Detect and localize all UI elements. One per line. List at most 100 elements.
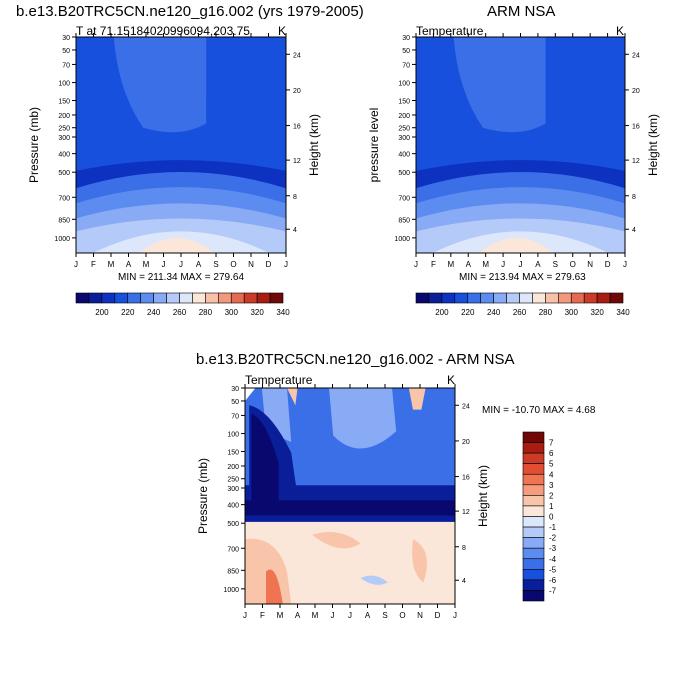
colorbar-swatch: [179, 292, 193, 304]
colorbar-swatch: [415, 292, 430, 304]
y-tick-label-right: 16: [632, 124, 640, 131]
colorbar-label: 260: [513, 308, 527, 317]
colorbar-swatch: [140, 292, 154, 304]
y-tick-label: 700: [58, 195, 70, 202]
colorbar-swatch: [441, 292, 456, 304]
y-tick-label: 250: [398, 126, 410, 133]
y-tick-label-right: 4: [293, 227, 297, 234]
y-tick-label: 850: [58, 217, 70, 224]
colorbar: 76 54 32 1 0-1 -2-3 -4-5 -6-7: [522, 431, 557, 602]
field-layer: [266, 569, 283, 604]
colorbar-swatch: [205, 292, 219, 304]
colorbar-label: 0: [549, 513, 554, 522]
y-tick-label: 300: [398, 135, 410, 142]
y-tick-label-right: 24: [293, 52, 301, 59]
x-tick-label: M: [143, 260, 150, 269]
panel-3-minmax: MIN = -10.70 MAX = 4.68: [482, 405, 596, 416]
x-tick-label: N: [417, 611, 423, 620]
y-tick-label: 300: [58, 135, 70, 142]
colorbar-swatch: [519, 292, 533, 304]
x-tick-label: J: [348, 611, 352, 620]
field-layer: [287, 388, 298, 406]
y-tick-label: 70: [402, 62, 410, 69]
panel-2-field: [416, 37, 625, 253]
y-tick-label-right: 16: [293, 124, 301, 131]
x-tick-label: J: [414, 260, 418, 269]
x-tick-label: M: [312, 611, 319, 620]
colorbar-label: -6: [549, 576, 557, 585]
field-layer: [245, 500, 455, 516]
panel-2-minmax: MIN = 213.94 MAX = 279.63: [459, 272, 586, 283]
y-tick-label-right: 16: [462, 475, 470, 482]
x-tick-label: M: [447, 260, 454, 269]
field-layer: [453, 37, 546, 133]
colorbar-label: 300: [565, 308, 579, 317]
y-tick-label-right: 8: [632, 194, 636, 201]
colorbar-label: 320: [590, 308, 604, 317]
y-tick-label: 250: [58, 126, 70, 133]
panel-2-plot: J F M A M J J A S O N D J 30 50 70 100 150 200 250 300 400 500…: [367, 33, 660, 317]
panel-1-plot: J F M A M J J A S O N D J 30 50 70 100 150 200 250 300 400 500…: [27, 33, 321, 317]
x-tick-label: D: [435, 611, 441, 620]
x-tick-label: S: [213, 260, 218, 269]
y-tick-label: 1000: [54, 236, 70, 243]
y-tick-label-right: 4: [632, 227, 636, 234]
y-tick-label-right: 20: [632, 88, 640, 95]
colorbar-label: 280: [539, 308, 553, 317]
colorbar-label: 6: [549, 449, 554, 458]
x-tick-label: O: [570, 260, 576, 269]
colorbar-swatch: [532, 292, 546, 304]
panel-2-subtitle: Temperature: [416, 24, 484, 38]
x-tick-label: J: [179, 260, 183, 269]
colorbar-swatch: [88, 292, 103, 304]
x-tick-label: A: [365, 611, 371, 620]
colorbar-swatch: [522, 579, 545, 591]
colorbar-label: 260: [173, 308, 187, 317]
y-tick-label: 200: [398, 113, 410, 120]
x-tick-label: M: [482, 260, 489, 269]
y-tick-label: 200: [58, 113, 70, 120]
colorbar-swatch: [522, 569, 545, 581]
field-layer: [245, 388, 256, 401]
x-tick-label: J: [284, 260, 288, 269]
colorbar-swatch: [480, 292, 494, 304]
colorbar: 200 220 240 260 280 300 320 340: [75, 292, 290, 317]
colorbar-swatch: [243, 292, 258, 304]
y-tick-label-right: 12: [293, 158, 301, 165]
colorbar-label: 200: [435, 308, 449, 317]
colorbar-swatch: [192, 292, 206, 304]
y-tick-label: 400: [398, 152, 410, 159]
y-tick-label: 50: [62, 48, 70, 55]
y-tick-label: 850: [227, 568, 239, 575]
y-tick-label: 1000: [223, 587, 239, 594]
colorbar-swatch: [101, 292, 116, 304]
colorbar-swatch: [75, 292, 90, 304]
y-tick-label: 500: [227, 521, 239, 528]
panel-1-title: b.e13.B20TRC5CN.ne120_g16.002 (yrs 1979-…: [16, 3, 364, 20]
y-axis-label-right: Height (km): [307, 114, 321, 176]
y-tick-label: 100: [58, 81, 70, 88]
x-tick-label: A: [295, 611, 301, 620]
y-tick-label: 250: [227, 477, 239, 484]
colorbar-swatch: [522, 516, 545, 528]
colorbar: 200 220 240 260 280 300 320 340: [415, 292, 630, 317]
y-tick-label: 1000: [394, 236, 410, 243]
y-tick-label: 150: [398, 99, 410, 106]
x-tick-label: F: [260, 611, 265, 620]
colorbar-swatch: [454, 292, 469, 304]
field-layer: [139, 237, 215, 253]
x-tick-label: D: [266, 260, 272, 269]
y-tick-label-right: 4: [462, 578, 466, 585]
panel-1-field: [76, 37, 286, 253]
y-tick-label: 400: [227, 503, 239, 510]
colorbar-swatch: [493, 292, 507, 304]
colorbar-label: 280: [199, 308, 213, 317]
x-tick-label: O: [399, 611, 405, 620]
y-tick-label: 30: [402, 35, 410, 42]
y-tick-label: 150: [227, 450, 239, 457]
x-tick-label: J: [623, 260, 627, 269]
x-tick-label: D: [605, 260, 611, 269]
colorbar-label: 220: [121, 308, 135, 317]
y-axis-label: pressure level: [367, 108, 381, 183]
x-tick-label: J: [74, 260, 78, 269]
